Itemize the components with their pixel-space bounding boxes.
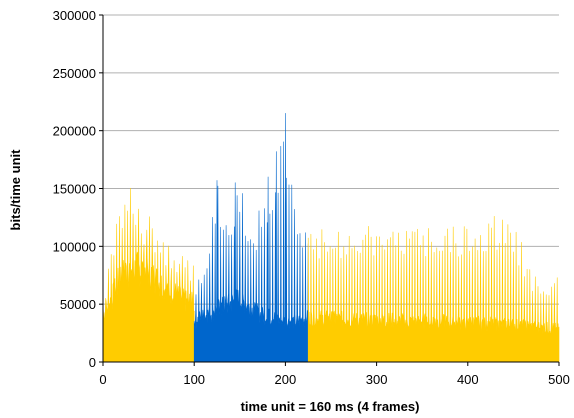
y-tick-label: 0: [89, 355, 96, 370]
y-tick-label: 100000: [53, 239, 96, 254]
y-tick-label: 200000: [53, 124, 96, 139]
series-area: [307, 216, 560, 363]
series-area: [193, 113, 309, 363]
series-1: [193, 113, 309, 363]
y-tick-label: 50000: [60, 297, 96, 312]
x-tick-label: 0: [99, 372, 106, 387]
x-tick-label: 400: [457, 372, 479, 387]
y-tick-label: 300000: [53, 8, 96, 23]
series-layer: [102, 113, 560, 363]
grid-layer: [103, 14, 559, 305]
x-tick-label: 300: [366, 372, 388, 387]
x-axis-title: time unit = 160 ms (4 frames): [241, 399, 420, 414]
series-2: [307, 216, 560, 363]
series-0: [102, 187, 195, 363]
axis-layer: [99, 14, 560, 366]
y-axis-title: bits/time unit: [8, 149, 23, 231]
y-tick-label: 250000: [53, 66, 96, 81]
series-area: [102, 187, 195, 363]
y-tick-label: 150000: [53, 182, 96, 197]
x-tick-label: 100: [183, 372, 205, 387]
x-tick-label: 200: [275, 372, 297, 387]
label-layer: bits/time unit time unit = 160 ms (4 fra…: [8, 8, 570, 414]
x-tick-label: 500: [548, 372, 570, 387]
